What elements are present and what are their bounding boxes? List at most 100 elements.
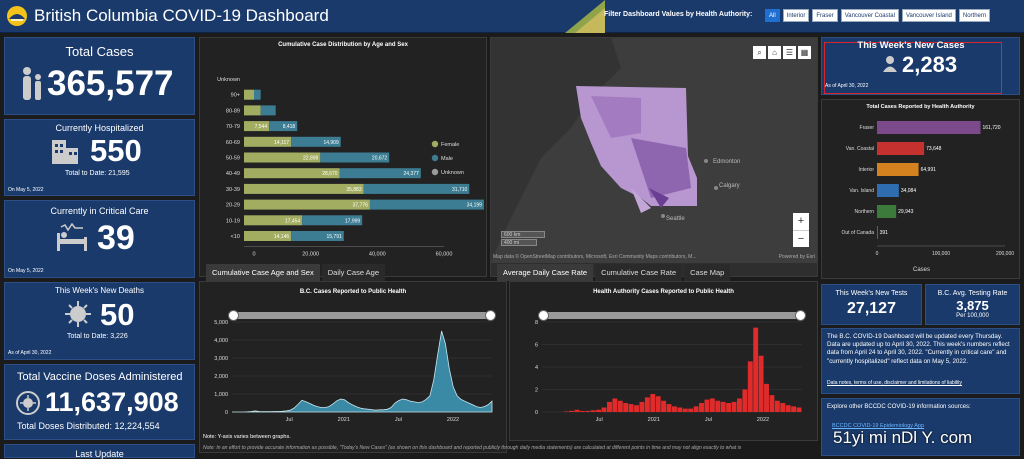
zoom-in-button[interactable]: + [797,215,805,227]
ha-bar [877,184,899,197]
ha-cases-range-slider[interactable] [538,310,806,321]
male-data-label: 20,672 [372,156,388,162]
bc-cases-range-slider[interactable] [228,310,496,321]
zoom-out-button[interactable]: − [793,230,809,247]
bc-y-tick: 5,000 [214,320,228,326]
bc-cases-area [232,330,493,413]
age-chart-title: Cumulative Case Distribution by Age and … [278,42,408,48]
ha-cases-panel: Health Authority Cases Reported to Publi… [509,281,818,441]
ha-case-bar [672,406,677,412]
age-label: 50-59 [226,156,240,162]
ha-chart-tabs: Cases [907,265,936,275]
tab-cumulative-age-sex[interactable]: Cumulative Case Age and Sex [206,264,320,281]
map-search-icon[interactable]: ⌕ [753,46,766,59]
filter-northern[interactable]: Northern [958,9,991,22]
ha-case-bar [709,398,715,412]
ha-y-tick: 2 [535,388,538,394]
filter-vancouver-island[interactable]: Vancouver Island [901,9,956,22]
ha-case-bar [666,404,672,412]
testing-rate-value: 3,875 [956,298,989,313]
female-bar [244,231,292,241]
filter-fraser[interactable]: Fraser [812,9,838,22]
map-home-icon[interactable]: ⌂ [768,46,781,59]
explore-link[interactable]: BCCDC COVID-19 Epidemiology App [832,423,925,429]
info-link[interactable]: Data notes, terms of use, disclaimer and… [827,380,963,386]
age-label: Unknown [217,77,240,83]
bc-cases-chart: 0 1,000 2,000 3,000 4,000 5,000 Jul 2021 Jul 2022 [214,320,493,423]
x-tick-label: 60,000 [436,252,453,258]
ha-bar [877,163,919,176]
map-legend-icon[interactable]: ☰ [783,46,796,59]
male-bar [320,152,390,163]
male-bar [260,105,276,116]
age-label: 70-79 [226,124,240,130]
female-bar [244,199,370,210]
ha-category-label: Out of Canada [841,230,874,236]
ha-category-label: Northern [855,209,875,215]
testing-rate-card: B.C. Avg. Testing Rate 3,875 Per 100,000 [925,284,1020,325]
bc-range-handle-left[interactable] [228,310,239,321]
female-data-label: 37,776 [353,203,369,209]
male-data-label: 14,909 [323,140,339,146]
ha-data-label: 161,720 [983,125,1001,131]
bc-x-tick: 2022 [447,417,459,423]
ha-range-handle-right[interactable] [795,310,806,321]
filter-all[interactable]: All [765,9,780,22]
filter-vancouver-coastal[interactable]: Vancouver Coastal [840,9,899,22]
x-tick-label: 20,000 [302,252,319,258]
ha-y-tick: 6 [535,343,538,349]
male-data-label: 34,199 [467,203,483,209]
critical-care-value: 39 [97,219,135,257]
scale-km: 600 km [501,231,545,238]
age-label: 80-89 [226,108,240,114]
ha-case-bar [731,401,737,412]
tests-title: This Week's New Tests [835,290,908,297]
tab-case-map[interactable]: Case Map [684,264,731,281]
people-icon [23,67,41,100]
ha-case-bar [682,408,688,412]
hospital-icon [52,140,78,164]
male-bar [269,121,298,132]
ha-chart: Fraser 161,720 Van. Coastal 73,648 Interior 6… [841,121,1014,257]
explore-title: Explore other BCCDC COVID-19 information… [827,404,971,410]
ha-case-bar [720,401,726,412]
bc-y-tick: 1,000 [214,392,228,398]
tab-daily-case-age[interactable]: Daily Case Age [321,264,386,281]
bc-range-handle-right[interactable] [485,310,496,321]
ha-case-bar [617,400,623,412]
hospitalized-card: Currently Hospitalized 550 Total to Date… [4,119,195,196]
ha-category-label: Van. Island [849,188,874,194]
legend-label: Male [441,156,453,162]
deaths-date: As of April 30, 2022 [8,350,52,356]
female-data-label: 28,670 [322,171,338,177]
ha-case-bar [774,400,780,412]
ha-case-bar [764,383,769,412]
ha-case-bar [699,403,704,412]
ha-chart-title: Total Cases Reported by Health Authority [866,104,975,110]
ha-case-bar [661,400,667,412]
tab-average-daily-case-rate[interactable]: Average Daily Case Rate [497,264,594,281]
ha-case-bar [574,409,580,412]
female-bar [244,89,254,100]
region-interior [631,138,691,198]
legend-dot [431,154,439,162]
ha-range-handle-left[interactable] [538,310,549,321]
health-authority-filter: All Interior Fraser Vancouver Coastal Vancou… [765,9,991,22]
tab-cumulative-case-rate[interactable]: Cumulative Case Rate [595,264,683,281]
male-data-label: 8,418 [283,124,296,130]
age-label: 10-19 [226,218,240,224]
total-cases-title: Total Cases [65,44,134,59]
age-chart-tabs: Cumulative Case Age and Sex Daily Case A… [206,264,386,281]
tab-cases[interactable]: Cases [913,267,931,273]
bc-map[interactable]: Edmonton Calgary Seattle [491,38,817,263]
male-data-label: 31,710 [452,187,468,193]
filter-interior[interactable]: Interior [782,9,810,22]
map-layers-icon[interactable]: ▦ [798,46,811,59]
ha-category-label: Interior [858,167,874,173]
ha-case-bar [639,401,645,412]
x-tick-label: 40,000 [369,252,386,258]
female-data-label: 17,454 [285,218,301,224]
header-stripe [565,0,605,33]
female-bar [244,136,292,147]
female-bar [244,183,364,194]
